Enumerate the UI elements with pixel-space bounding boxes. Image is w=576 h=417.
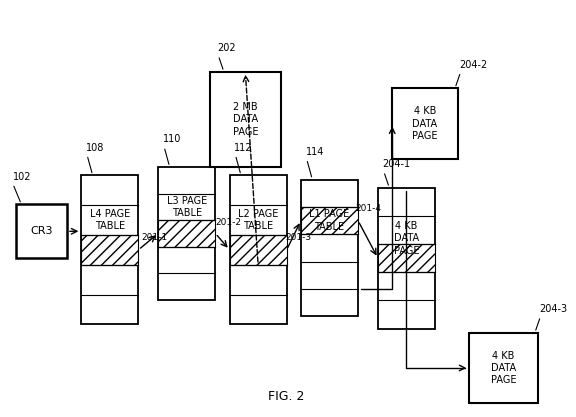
Text: 112: 112 (234, 143, 253, 153)
FancyBboxPatch shape (210, 72, 281, 167)
Bar (81, 235, 138, 265)
Text: 114: 114 (305, 147, 324, 157)
Text: 201-4: 201-4 (355, 204, 381, 213)
Bar (158, 220, 215, 246)
Text: 110: 110 (163, 134, 181, 144)
FancyBboxPatch shape (158, 167, 215, 300)
FancyBboxPatch shape (392, 88, 458, 159)
Text: 4 KB
DATA
PAGE: 4 KB DATA PAGE (412, 106, 438, 141)
FancyBboxPatch shape (81, 176, 138, 324)
Text: L2 PAGE
TABLE: L2 PAGE TABLE (238, 209, 278, 231)
Text: 202: 202 (217, 43, 236, 53)
FancyBboxPatch shape (469, 333, 538, 403)
Text: 201-3: 201-3 (286, 234, 312, 242)
Text: 204-3: 204-3 (539, 304, 567, 314)
Text: 108: 108 (86, 143, 104, 153)
Bar (301, 207, 358, 234)
Text: 201-1: 201-1 (141, 233, 167, 241)
Text: 204-2: 204-2 (460, 60, 488, 70)
Bar (230, 235, 287, 265)
Text: 102: 102 (13, 171, 31, 181)
FancyBboxPatch shape (301, 179, 358, 316)
Text: CR3: CR3 (30, 226, 52, 236)
Bar (378, 244, 435, 272)
Text: L1 PAGE
TABLE: L1 PAGE TABLE (309, 209, 350, 232)
Text: 4 KB
DATA
PAGE: 4 KB DATA PAGE (394, 221, 419, 256)
FancyBboxPatch shape (230, 176, 287, 324)
Text: 2 MB
DATA
PAGE: 2 MB DATA PAGE (233, 102, 258, 137)
Text: 4 KB
DATA
PAGE: 4 KB DATA PAGE (491, 351, 516, 385)
Text: 201-2: 201-2 (215, 218, 241, 227)
Text: FIG. 2: FIG. 2 (268, 390, 305, 403)
Text: 204-1: 204-1 (382, 159, 411, 169)
FancyBboxPatch shape (378, 188, 435, 329)
Text: L3 PAGE
TABLE: L3 PAGE TABLE (166, 196, 207, 218)
FancyBboxPatch shape (16, 204, 67, 258)
Text: L4 PAGE
TABLE: L4 PAGE TABLE (90, 209, 130, 231)
